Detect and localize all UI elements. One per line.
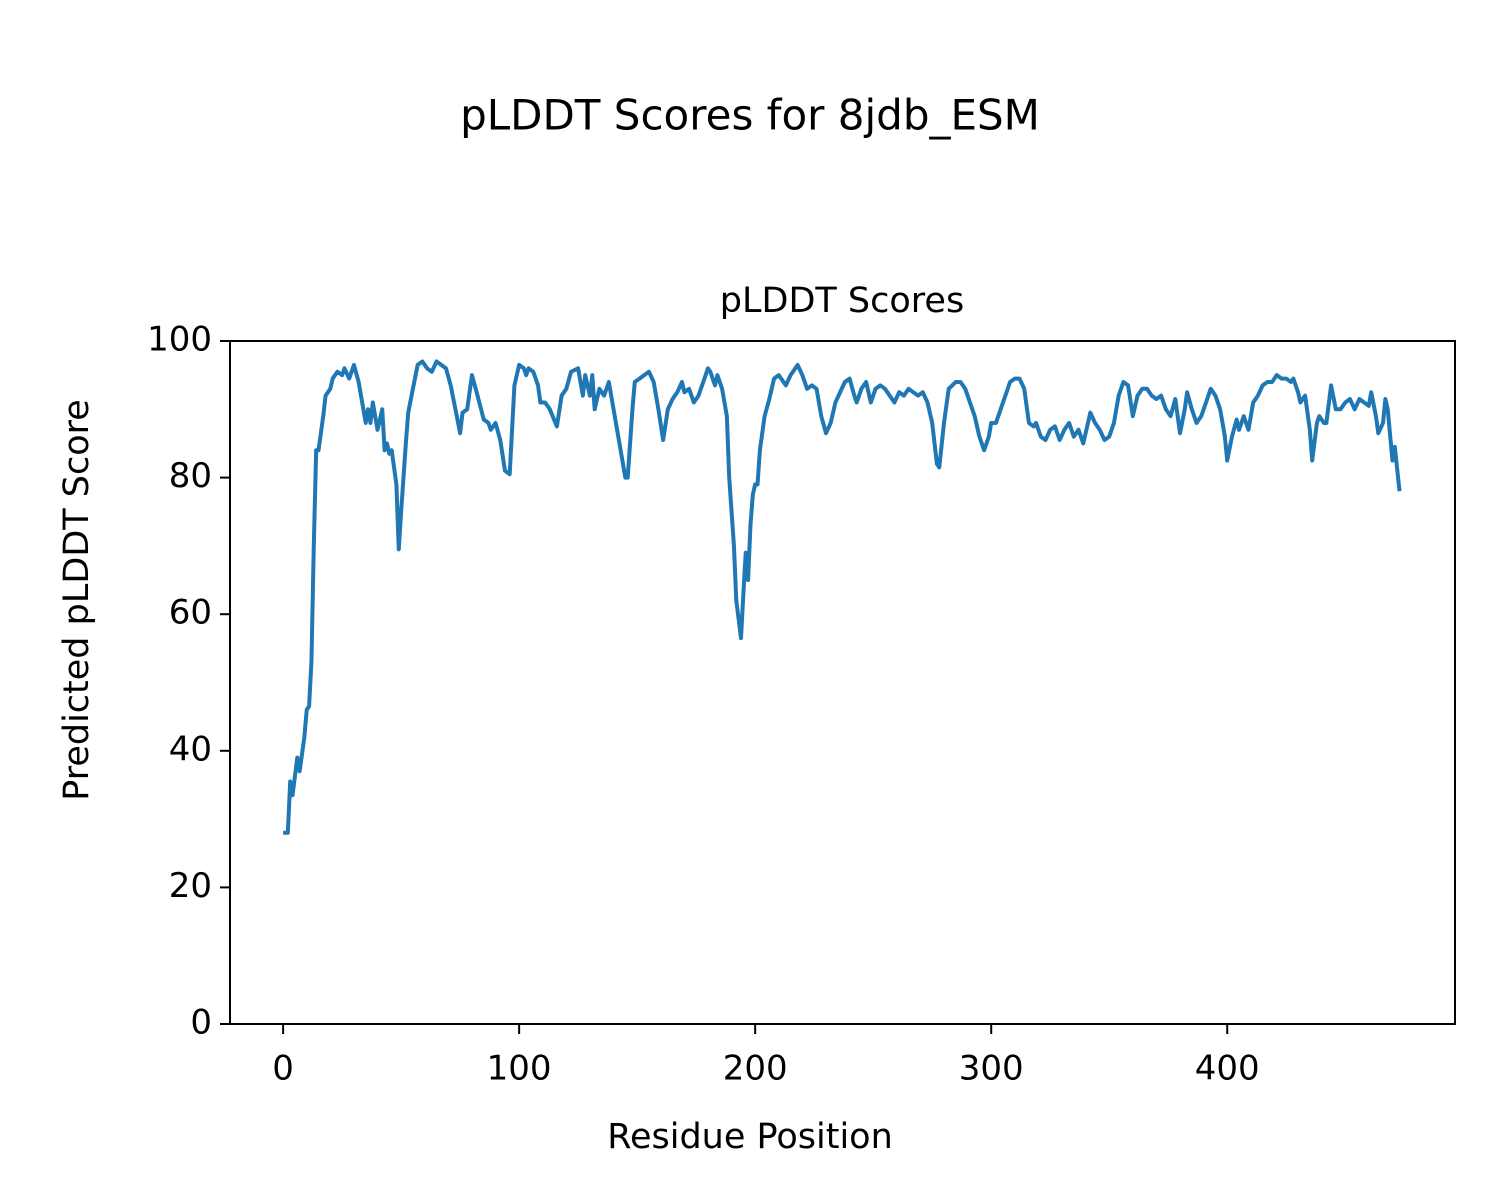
x-tick-label: 300	[959, 1049, 1024, 1089]
axes-frame	[229, 340, 1456, 1025]
y-tick-label: 100	[147, 320, 212, 360]
x-tick-label: 0	[272, 1049, 294, 1089]
data-line	[283, 359, 1402, 835]
y-tick-label: 40	[169, 729, 212, 769]
y-tick-label: 80	[169, 456, 212, 496]
y-tick-label: 0	[190, 1003, 212, 1043]
y-axis-label: Predicted pLDDT Score	[57, 399, 97, 801]
x-tick-label: 400	[1195, 1049, 1260, 1089]
chart-title: pLDDT Scores for 8jdb_ESM	[460, 91, 1040, 140]
axes-title: pLDDT Scores	[720, 281, 964, 321]
x-tick-label: 100	[487, 1049, 552, 1089]
y-tick-label: 60	[169, 593, 212, 633]
y-tick-label: 20	[169, 866, 212, 906]
x-tick-label: 200	[723, 1049, 788, 1089]
x-axis-label: Residue Position	[607, 1117, 893, 1157]
